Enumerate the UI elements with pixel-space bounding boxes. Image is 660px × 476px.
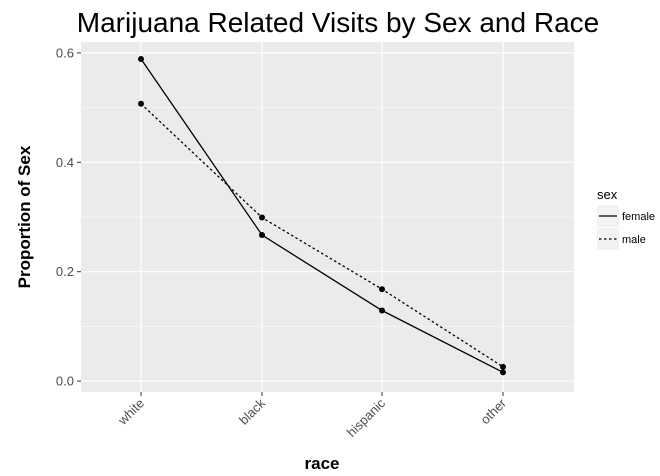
grid-layer: [81, 42, 574, 392]
x-tick-label: white: [114, 396, 147, 429]
y-axis-title: Proportion of Sex: [15, 145, 34, 288]
data-point-female-other: [500, 369, 506, 376]
data-point-female-hispanic: [379, 307, 385, 314]
data-point-female-white: [138, 55, 144, 62]
data-point-male-hispanic: [379, 286, 385, 293]
legend-key-male: [597, 228, 619, 250]
series-layer: [138, 55, 506, 376]
legend: sex female male: [597, 187, 655, 250]
y-tick-label: 0.6: [56, 45, 74, 60]
x-tick-label: other: [478, 395, 510, 427]
x-axis-title: race: [305, 454, 340, 473]
legend-label-male: male: [622, 234, 646, 246]
data-point-male-black: [259, 214, 265, 221]
legend-label-female: female: [622, 211, 655, 223]
y-tick-label: 0.2: [56, 264, 74, 279]
y-tick-label: 0.0: [56, 374, 74, 389]
y-axis: 0.0 0.2 0.4 0.6: [56, 45, 81, 389]
series-line-female: [140, 58, 504, 373]
chart-title: Marijuana Related Visits by Sex and Race: [77, 7, 599, 38]
data-point-male-white: [138, 100, 144, 107]
x-tick-label: hispanic: [344, 395, 389, 440]
data-point-female-black: [259, 232, 265, 239]
legend-title: sex: [597, 187, 618, 202]
data-point-male-other: [500, 363, 506, 370]
series-line-male: [140, 103, 504, 368]
x-axis: white black hispanic other: [114, 392, 510, 440]
y-tick-label: 0.4: [56, 155, 74, 170]
x-tick-label: black: [236, 395, 268, 427]
